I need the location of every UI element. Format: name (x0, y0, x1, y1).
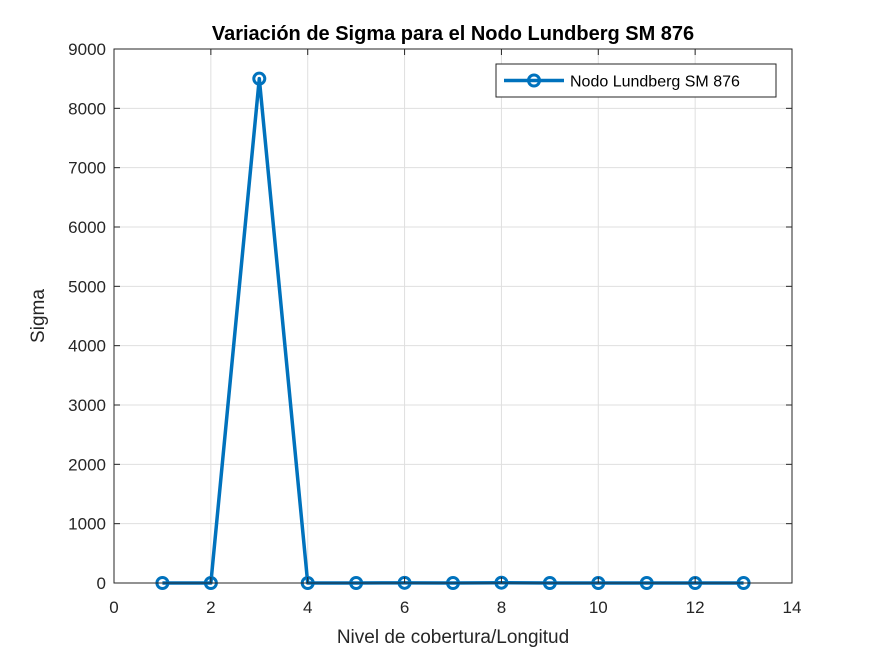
chart-title: Variación de Sigma para el Nodo Lundberg… (212, 23, 694, 45)
x-tick-label: 6 (400, 598, 409, 617)
data-point (252, 71, 267, 86)
y-axis-label: Sigma (28, 289, 49, 343)
y-tick-label: 6000 (68, 218, 106, 237)
x-tick-label: 10 (589, 598, 608, 617)
legend-label: Nodo Lundberg SM 876 (570, 74, 740, 91)
plot-frame (113, 48, 793, 584)
y-tick-label: 0 (97, 574, 106, 593)
x-axis-label: Nivel de cobertura/Longitud (337, 627, 569, 648)
y-tick-label: 4000 (68, 337, 106, 356)
x-tick-label: 0 (109, 598, 118, 617)
x-tick-label: 14 (783, 598, 802, 617)
x-tick-label: 2 (206, 598, 215, 617)
y-tick-label: 1000 (68, 515, 106, 534)
plot-area (114, 49, 792, 583)
y-tick-label: 2000 (68, 455, 106, 474)
y-tick-label: 3000 (68, 396, 106, 415)
legend: Nodo Lundberg SM 876 (495, 63, 777, 98)
x-tick-label: 12 (686, 598, 705, 617)
x-tick-label: 8 (497, 598, 506, 617)
legend-swatch-marker (527, 73, 541, 88)
ticks: 0 2 4 6 8 10 12 14 0 1000 2000 3000 4000 5000 6000 7000… (68, 40, 801, 617)
y-tick-label: 7000 (68, 159, 106, 178)
y-tick-label: 5000 (68, 277, 106, 296)
y-tick-label: 9000 (68, 40, 106, 59)
y-tick-label: 8000 (68, 99, 106, 118)
x-tick-label: 4 (303, 598, 312, 617)
